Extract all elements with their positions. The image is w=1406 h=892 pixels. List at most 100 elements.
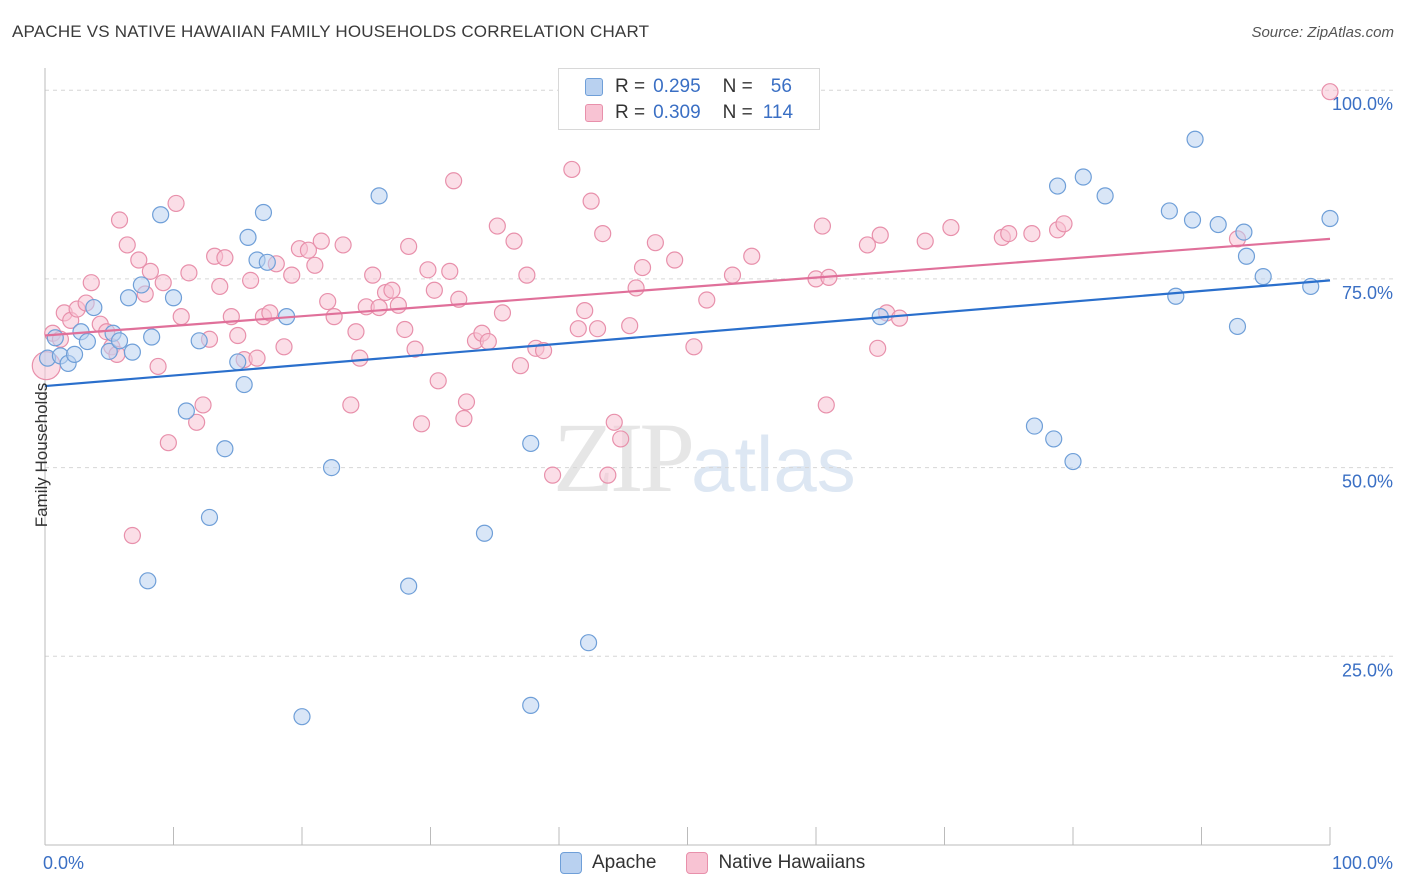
apache-point bbox=[400, 577, 418, 595]
hawaiian-point bbox=[605, 413, 623, 431]
hawaiian-point bbox=[633, 258, 652, 277]
hawaiian-point bbox=[813, 217, 832, 235]
hawaiian-point bbox=[488, 217, 506, 235]
hawaiian-point bbox=[425, 281, 443, 299]
hawaiian-point bbox=[429, 372, 447, 390]
apache-point bbox=[65, 345, 84, 363]
hawaiian-point bbox=[242, 271, 260, 290]
watermark-zip: ZIP bbox=[553, 402, 695, 513]
hawaiian-point bbox=[646, 234, 664, 252]
apache-point bbox=[1074, 168, 1092, 186]
hawaiian-point bbox=[869, 339, 887, 357]
stats-legend: R = 0.295 N = 56 R = 0.309 N = 114 bbox=[558, 68, 820, 130]
apache-point bbox=[110, 332, 129, 350]
apache-point bbox=[1025, 417, 1044, 435]
x-tick-label: 0.0% bbox=[43, 853, 84, 873]
hawaiian-point bbox=[306, 256, 324, 274]
hawaiian-point bbox=[543, 466, 562, 484]
hawaiian-point bbox=[1321, 83, 1339, 101]
apache-point bbox=[78, 332, 97, 351]
apache-swatch bbox=[585, 78, 603, 96]
hawaiian-point bbox=[569, 320, 587, 338]
apache-point bbox=[522, 434, 540, 453]
apache-point bbox=[322, 458, 341, 477]
hawaiian-point bbox=[455, 409, 473, 428]
y-tick-label: 25.0% bbox=[1342, 660, 1393, 680]
apache-point bbox=[370, 187, 388, 205]
apache-point bbox=[132, 276, 150, 294]
hawaiian-point bbox=[149, 357, 167, 376]
hawaiian-point bbox=[1023, 225, 1041, 243]
y-tick-label: 100.0% bbox=[1332, 94, 1393, 114]
hawaiian-point bbox=[594, 225, 612, 243]
apache-trend-line bbox=[44, 279, 1331, 388]
apache-point bbox=[1254, 268, 1272, 286]
apache-point bbox=[1160, 202, 1178, 220]
r-label: R = bbox=[615, 102, 646, 123]
r-value: 0.295 bbox=[653, 76, 701, 97]
hawaiian-point bbox=[261, 304, 279, 322]
hawaiian-point bbox=[942, 218, 960, 237]
apache-point bbox=[164, 289, 183, 307]
hawaiian-point bbox=[582, 192, 600, 210]
apache-point bbox=[235, 375, 253, 394]
r-value: 0.309 bbox=[653, 102, 701, 123]
hawaiian-legend-swatch bbox=[686, 852, 709, 874]
hawaiian-point bbox=[621, 317, 639, 335]
legend-item-native-hawaiians[interactable]: Native Hawaiians bbox=[686, 852, 865, 874]
hawaiian-trend-line bbox=[44, 237, 1331, 337]
apache-point bbox=[177, 402, 195, 420]
hawaiian-point bbox=[511, 357, 530, 375]
apache-point bbox=[123, 343, 141, 361]
legend-label: Apache bbox=[592, 852, 657, 873]
n-value: 56 bbox=[770, 76, 792, 97]
apache-point bbox=[1228, 317, 1247, 336]
hawaiian-point bbox=[412, 415, 431, 433]
hawaiian-point bbox=[325, 308, 343, 326]
hawaiian-point bbox=[723, 266, 742, 284]
hawaiian-point bbox=[817, 396, 835, 414]
stats-legend-row-apache: R = 0.295 N = 56 bbox=[585, 75, 792, 99]
n-label: N = bbox=[722, 76, 753, 97]
hawaiian-point bbox=[334, 236, 352, 254]
apache-point bbox=[293, 708, 311, 726]
hawaiian-point bbox=[406, 340, 424, 358]
hawaiian-point bbox=[563, 160, 581, 179]
hawaiian-point bbox=[319, 292, 337, 311]
hawaiian-point bbox=[419, 261, 437, 279]
hawaiian-swatch bbox=[585, 104, 603, 122]
hawaiian-point bbox=[396, 320, 414, 339]
apache-point bbox=[1048, 177, 1067, 195]
apache-point bbox=[216, 440, 234, 458]
hawaiian-point bbox=[82, 274, 100, 292]
hawaiian-point bbox=[445, 172, 463, 190]
hawaiian-point bbox=[188, 413, 206, 431]
hawaiian-point bbox=[275, 338, 293, 356]
apache-point bbox=[1186, 130, 1204, 148]
hawaiian-point bbox=[457, 393, 476, 411]
hawaiian-point bbox=[493, 304, 512, 322]
apache-point bbox=[475, 524, 494, 542]
hawaiian-point bbox=[167, 194, 185, 213]
hawaiian-point bbox=[180, 264, 198, 282]
r-label: R = bbox=[615, 76, 646, 97]
hawaiian-point bbox=[518, 266, 536, 284]
apache-point bbox=[100, 342, 118, 360]
apache-point bbox=[1045, 430, 1063, 448]
n-label: N = bbox=[722, 102, 753, 123]
hawaiian-point bbox=[229, 326, 247, 345]
hawaiian-point bbox=[154, 274, 172, 292]
hawaiian-point bbox=[364, 266, 382, 284]
hawaiian-point bbox=[383, 281, 401, 299]
hawaiian-point bbox=[479, 332, 497, 351]
hawaiian-point bbox=[194, 396, 212, 414]
apache-point bbox=[143, 328, 161, 346]
hawaiian-point bbox=[283, 266, 301, 284]
apache-point bbox=[85, 298, 103, 317]
hawaiian-point bbox=[118, 236, 136, 254]
legend-item-apache[interactable]: Apache bbox=[560, 852, 656, 874]
hawaiian-point bbox=[400, 237, 418, 256]
apache-point bbox=[254, 203, 273, 222]
apache-point bbox=[1209, 215, 1227, 234]
